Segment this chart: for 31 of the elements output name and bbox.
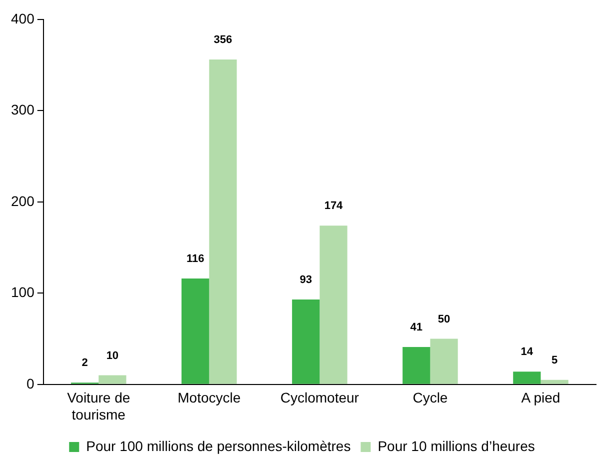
bar (209, 60, 237, 384)
data-label: 41 (410, 322, 423, 334)
data-label: 10 (106, 350, 119, 362)
x-tick-label: Cycle (412, 390, 448, 406)
y-tick-label: 0 (26, 375, 35, 392)
bar (513, 372, 541, 384)
bar (292, 300, 320, 384)
bar (320, 226, 348, 384)
legend-label: Pour 100 millions de personnes-kilomètres (86, 438, 351, 454)
data-label: 116 (186, 253, 204, 266)
data-label: 93 (300, 274, 312, 286)
x-tick-label: Cyclomoteur (280, 390, 360, 406)
y-tick-label: 400 (11, 10, 35, 26)
data-label: 50 (438, 313, 450, 326)
x-tick-label: A pied (521, 390, 560, 406)
y-tick-label: 200 (11, 192, 35, 209)
data-label: 356 (214, 34, 232, 46)
data-label: 174 (324, 200, 344, 212)
legend-label: Pour 10 millions d’heures (378, 438, 535, 454)
bar (540, 380, 568, 384)
x-tick-label: Motocycle (178, 390, 241, 406)
y-tick-label: 100 (11, 284, 35, 300)
y-tick-label: 300 (11, 102, 35, 118)
bar (182, 278, 210, 384)
bar (430, 338, 458, 384)
data-label: 5 (551, 354, 558, 366)
data-label: 2 (82, 357, 88, 370)
x-tick-label: Voiture de tourisme (67, 390, 130, 422)
bar (402, 346, 430, 384)
bar (98, 375, 126, 384)
data-label: 14 (520, 346, 534, 358)
